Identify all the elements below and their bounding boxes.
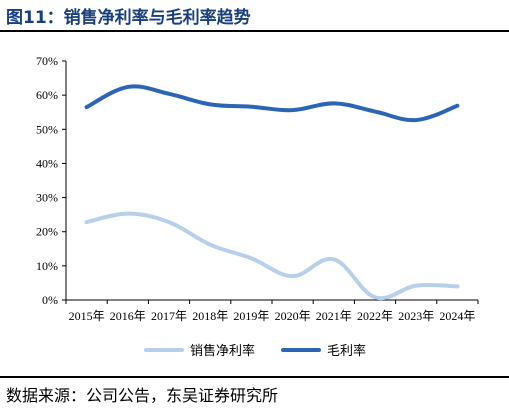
x-tick-label: 2023年 (398, 309, 434, 323)
y-tick-label: 30% (36, 191, 58, 205)
y-tick-label: 60% (36, 88, 58, 102)
legend-label-0: 销售净利率 (190, 343, 255, 359)
line-chart: 0% 10% 20% 30% 40% 50% 60% 70% 2015年 2016年 2017年 20… (36, 54, 479, 359)
chart-axes: 0% 10% 20% 30% 40% 50% 60% 70% 2015年 2016年 2017年 20… (36, 54, 479, 323)
x-tick-label: 2024年 (439, 309, 475, 323)
y-tick-label: 10% (36, 259, 58, 273)
series-line-1 (84, 84, 460, 123)
x-tick-label: 2019年 (233, 309, 269, 323)
y-tick-label: 50% (36, 122, 58, 136)
chart-title: 图11：销售净利率与毛利率趋势 (6, 8, 251, 28)
x-tick-label: 2018年 (192, 309, 228, 323)
legend-label-1: 毛利率 (327, 343, 366, 359)
series-layer (84, 84, 460, 301)
x-tick-label: 2015年 (69, 309, 105, 323)
chart-legend: 销售净利率 毛利率 (144, 343, 366, 359)
x-tick-label: 2016年 (110, 309, 146, 323)
y-tick-label: 20% (36, 225, 58, 239)
x-tick-label: 2022年 (357, 309, 393, 323)
data-source-note: 数据来源：公司公告，东吴证券研究所 (6, 386, 279, 405)
top-rule (0, 30, 509, 32)
x-tick-label: 2020年 (275, 309, 311, 323)
x-tick-label: 2017年 (151, 309, 187, 323)
y-tick-label: 40% (36, 156, 58, 170)
y-tick-label: 70% (36, 54, 58, 68)
x-tick-label: 2021年 (316, 309, 352, 323)
y-tick-label: 0% (42, 293, 58, 307)
bottom-rule (0, 376, 509, 378)
series-line-0 (84, 211, 460, 301)
